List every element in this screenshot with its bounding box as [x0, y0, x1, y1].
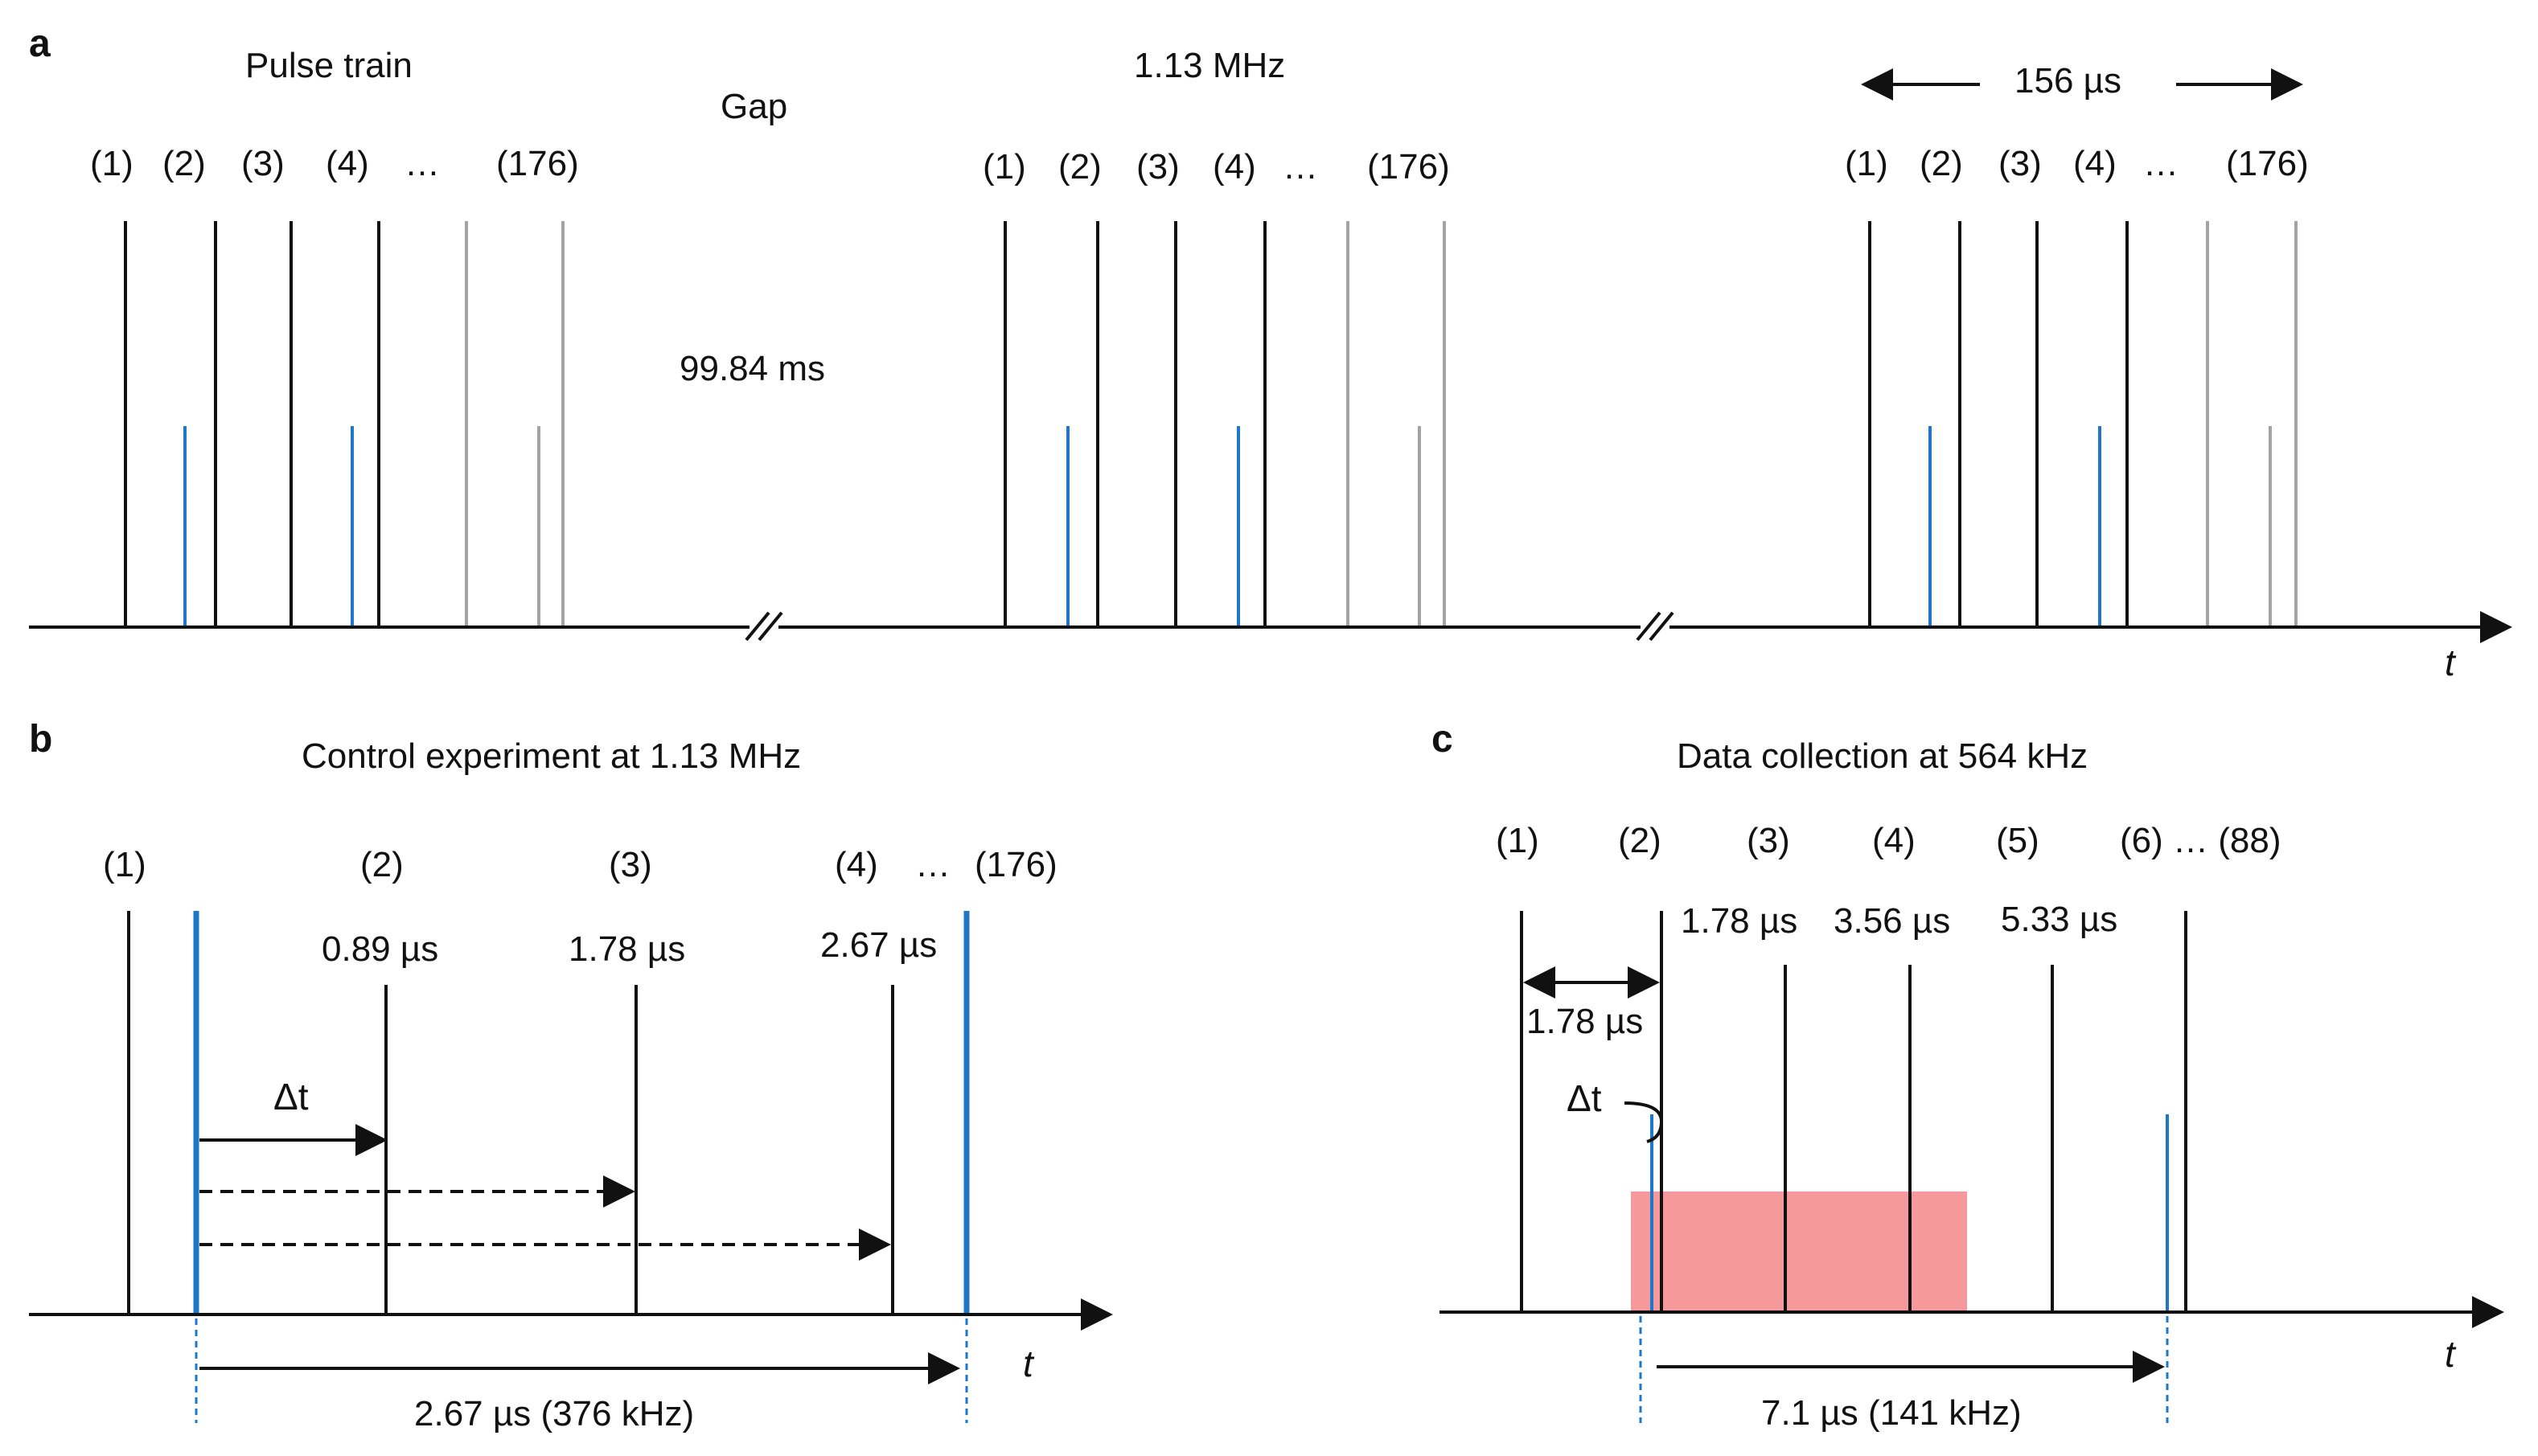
pulse-label-176: (176) — [1367, 147, 1450, 187]
pulse-label-176: (176) — [975, 845, 1058, 884]
pulse-label-ellipsis: … — [915, 845, 951, 884]
delay-label-2: 3.56 µs — [1834, 901, 1950, 941]
pulse-label-2: (2) — [1920, 144, 1963, 183]
pulse-label-2: (2) — [1058, 147, 1102, 187]
panel-a-span: 156 µs — [2014, 61, 2121, 100]
delay-label-3: 5.33 µs — [2001, 900, 2117, 939]
pulse-label-5: (5) — [1996, 821, 2039, 860]
pulse-label-1: (1) — [103, 845, 146, 884]
pulse-label-6-88: (6) … (88) — [2120, 821, 2281, 860]
delay-label-1: 0.89 µs — [322, 929, 438, 969]
pulse-label-4: (4) — [1213, 147, 1256, 187]
panel-b-period: 2.67 µs (376 kHz) — [414, 1394, 694, 1433]
pulse-train-2: (1) (2) (3) (4) … (176) — [983, 147, 1450, 627]
panel-a-frequency: 1.13 MHz — [1134, 46, 1285, 85]
panel-a-letter: a — [29, 23, 51, 65]
pulse-label-4: (4) — [2073, 144, 2117, 183]
panel-a-title-gap: Gap — [721, 87, 787, 126]
panel-c-axis-label: t — [2445, 1333, 2457, 1375]
pulse-label-3: (3) — [1998, 144, 2042, 183]
panel-c-spacing: 1.78 µs — [1526, 1002, 1643, 1041]
pulse-label-3: (3) — [609, 845, 652, 884]
pulse-train-1: (1) (2) (3) (4) … (176) — [90, 144, 579, 627]
axis-break-1 — [745, 611, 783, 643]
panel-a: a Pulse train Gap 1.13 MHz 99.84 ms 156 … — [29, 23, 2512, 683]
pulse-label-1: (1) — [1496, 821, 1539, 860]
panel-b-letter: b — [29, 718, 52, 761]
panel-b-title: Control experiment at 1.13 MHz — [302, 736, 801, 776]
pulse-label-176: (176) — [2226, 144, 2309, 183]
pulse-label-1: (1) — [983, 147, 1026, 187]
panel-a-title-pulse-train: Pulse train — [245, 46, 413, 85]
pulse-label-4: (4) — [326, 144, 369, 183]
pulse-label-ellipsis: … — [1283, 147, 1318, 187]
pulse-label-ellipsis: … — [405, 144, 440, 183]
delta-t-label: Δt — [1567, 1077, 1602, 1119]
delay-label-2: 1.78 µs — [569, 929, 685, 969]
pulse-label-2: (2) — [1618, 821, 1661, 860]
pulse-label-2: (2) — [360, 845, 404, 884]
pulse-label-4: (4) — [835, 845, 878, 884]
delay-label-3: 2.67 µs — [820, 925, 937, 965]
pulse-label-ellipsis: … — [2143, 144, 2179, 183]
panel-b: b Control experiment at 1.13 MHz (1) (2)… — [29, 718, 1113, 1433]
pulse-label-2: (2) — [162, 144, 206, 183]
pulse-label-176: (176) — [496, 144, 579, 183]
panel-c-letter: c — [1431, 718, 1453, 761]
delta-t-label: Δt — [273, 1076, 309, 1118]
panel-c: c Data collection at 564 kHz (1) (2) (3)… — [1431, 718, 2504, 1433]
panel-c-period: 7.1 µs (141 kHz) — [1761, 1393, 2022, 1433]
pulse-train-3: (1) (2) (3) (4) … (176) — [1845, 144, 2309, 627]
pulse-label-1: (1) — [1845, 144, 1888, 183]
pulse-label-3: (3) — [241, 144, 285, 183]
panel-a-axis-label: t — [2445, 642, 2457, 683]
pulse-label-1: (1) — [90, 144, 133, 183]
detection-window — [1631, 1191, 1967, 1312]
panel-b-axis-label: t — [1023, 1343, 1035, 1384]
panel-c-title: Data collection at 564 kHz — [1677, 736, 2088, 776]
delay-label-1: 1.78 µs — [1681, 901, 1797, 941]
pulse-label-3: (3) — [1747, 821, 1790, 860]
axis-break-2 — [1636, 611, 1674, 643]
pulse-label-3: (3) — [1136, 147, 1180, 187]
panel-a-gap-value: 99.84 ms — [680, 349, 825, 388]
pulse-label-4: (4) — [1872, 821, 1916, 860]
delta-t-bracket — [1624, 1101, 1664, 1143]
